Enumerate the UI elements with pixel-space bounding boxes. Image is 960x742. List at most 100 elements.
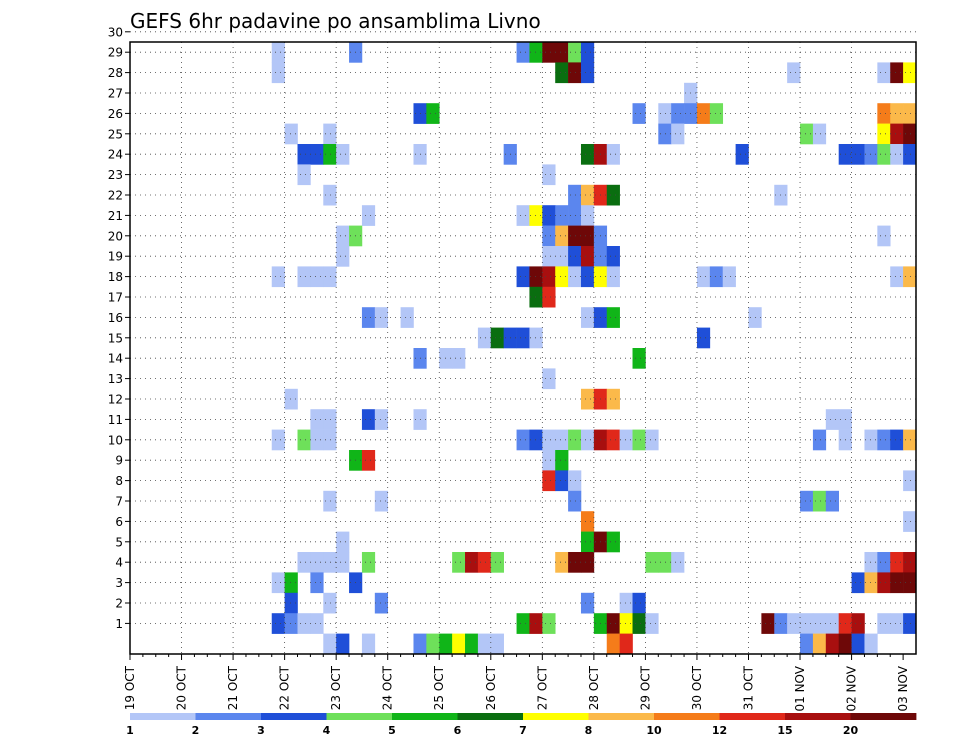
y-tick-label: 11 — [108, 413, 123, 427]
precip-cell — [555, 266, 569, 288]
precip-cell — [903, 511, 917, 532]
colorbar-label: 2 — [192, 724, 200, 737]
precip-cell — [465, 633, 479, 655]
colorbar-swatch — [850, 713, 917, 720]
y-tick-label: 2 — [115, 597, 123, 611]
precip-cell — [851, 633, 865, 655]
precip-cell — [310, 144, 324, 165]
x-tick-label: 02 NOV — [845, 665, 859, 711]
precip-cell — [452, 633, 466, 655]
y-tick-label: 23 — [108, 168, 123, 182]
precip-cell — [903, 266, 917, 288]
precip-cell — [529, 327, 543, 349]
precip-cell — [632, 429, 646, 451]
colorbar-swatch — [261, 713, 327, 720]
precip-cell — [890, 144, 904, 165]
precip-cell — [903, 103, 917, 124]
precip-cell — [580, 144, 595, 165]
precip-cell — [426, 103, 440, 124]
plot-frame — [129, 41, 917, 655]
precip-cell — [877, 123, 891, 145]
precip-cell — [542, 42, 556, 63]
precip-cell — [284, 123, 298, 145]
colorbar-label: 8 — [585, 724, 593, 737]
precip-cell — [877, 429, 891, 451]
precip-cell — [336, 552, 350, 573]
precip-cell — [800, 633, 814, 655]
precip-cell — [864, 144, 878, 165]
precip-cell — [529, 429, 543, 451]
precip-cell — [838, 633, 852, 655]
precip-cell — [568, 552, 582, 573]
precip-cell — [452, 552, 466, 573]
precip-cell — [825, 409, 839, 430]
precip-cell — [890, 572, 904, 594]
precip-cell — [580, 184, 595, 206]
precip-cell — [310, 409, 324, 430]
y-tick-label: 29 — [108, 46, 123, 60]
precip-cell — [529, 613, 543, 634]
x-tick-label: 20 OCT — [175, 665, 189, 710]
precip-cell — [323, 429, 337, 451]
precip-cell — [890, 123, 904, 145]
y-tick-label: 16 — [108, 311, 123, 325]
precip-cell — [568, 470, 582, 492]
precip-cell — [542, 286, 556, 308]
precip-cell — [490, 327, 504, 349]
colorbar-swatch — [719, 713, 786, 720]
precip-cell — [903, 613, 917, 634]
precip-cell — [903, 470, 917, 492]
precip-cell — [606, 633, 620, 655]
precip-cell — [310, 266, 324, 288]
colorbar-swatch — [523, 713, 589, 720]
colorbar-label: 6 — [454, 724, 462, 737]
precip-cell — [658, 103, 672, 124]
precip-cell — [516, 205, 530, 226]
precip-cell — [555, 42, 569, 63]
precip-cell — [284, 572, 298, 594]
x-tick-label: 31 OCT — [741, 665, 755, 710]
precip-cell — [645, 429, 659, 451]
precip-cell — [271, 266, 285, 288]
precip-cell — [606, 613, 620, 634]
precip-cell — [542, 246, 556, 267]
precip-cell — [658, 123, 672, 145]
precip-cell — [555, 552, 569, 573]
y-tick-label: 1 — [115, 617, 123, 631]
y-tick-label: 13 — [108, 372, 123, 386]
precip-cell — [877, 144, 891, 165]
precip-cell — [271, 613, 285, 634]
x-axis-ticks: 19 OCT 20 OCT 21 OCT 22 OCT 23 OCT 24 OCT 25 O… — [123, 654, 910, 712]
precip-cell — [890, 266, 904, 288]
precip-cell — [529, 42, 543, 63]
precip-cell — [580, 42, 595, 63]
precip-cell — [696, 103, 711, 124]
precip-cell — [361, 205, 376, 226]
precip-cell — [864, 633, 878, 655]
precip-cell — [477, 552, 492, 573]
precip-cell — [580, 225, 595, 247]
y-tick-label: 6 — [115, 515, 123, 529]
x-tick-label: 01 NOV — [793, 665, 807, 711]
precip-cell — [568, 62, 582, 84]
precip-cell — [555, 450, 569, 471]
colorbar-label: 5 — [388, 724, 396, 737]
x-tick-label: 22 OCT — [278, 665, 292, 710]
precip-cell — [606, 184, 620, 206]
colorbar-label: 12 — [712, 724, 727, 737]
precip-cell — [890, 62, 904, 84]
precip-cell — [361, 409, 376, 430]
precip-cell — [606, 266, 620, 288]
precip-cell — [439, 633, 453, 655]
y-tick-label: 25 — [108, 127, 123, 141]
precip-cell — [374, 592, 389, 614]
precip-cell — [903, 429, 917, 451]
precip-cell — [580, 266, 595, 288]
colorbar-swatch — [654, 713, 720, 720]
precip-cell — [361, 633, 376, 655]
precip-cell — [555, 429, 569, 451]
precip-cell — [297, 144, 311, 165]
precip-cell — [787, 613, 801, 634]
precip-cell — [555, 470, 569, 492]
x-tick-label: 24 OCT — [381, 665, 395, 710]
